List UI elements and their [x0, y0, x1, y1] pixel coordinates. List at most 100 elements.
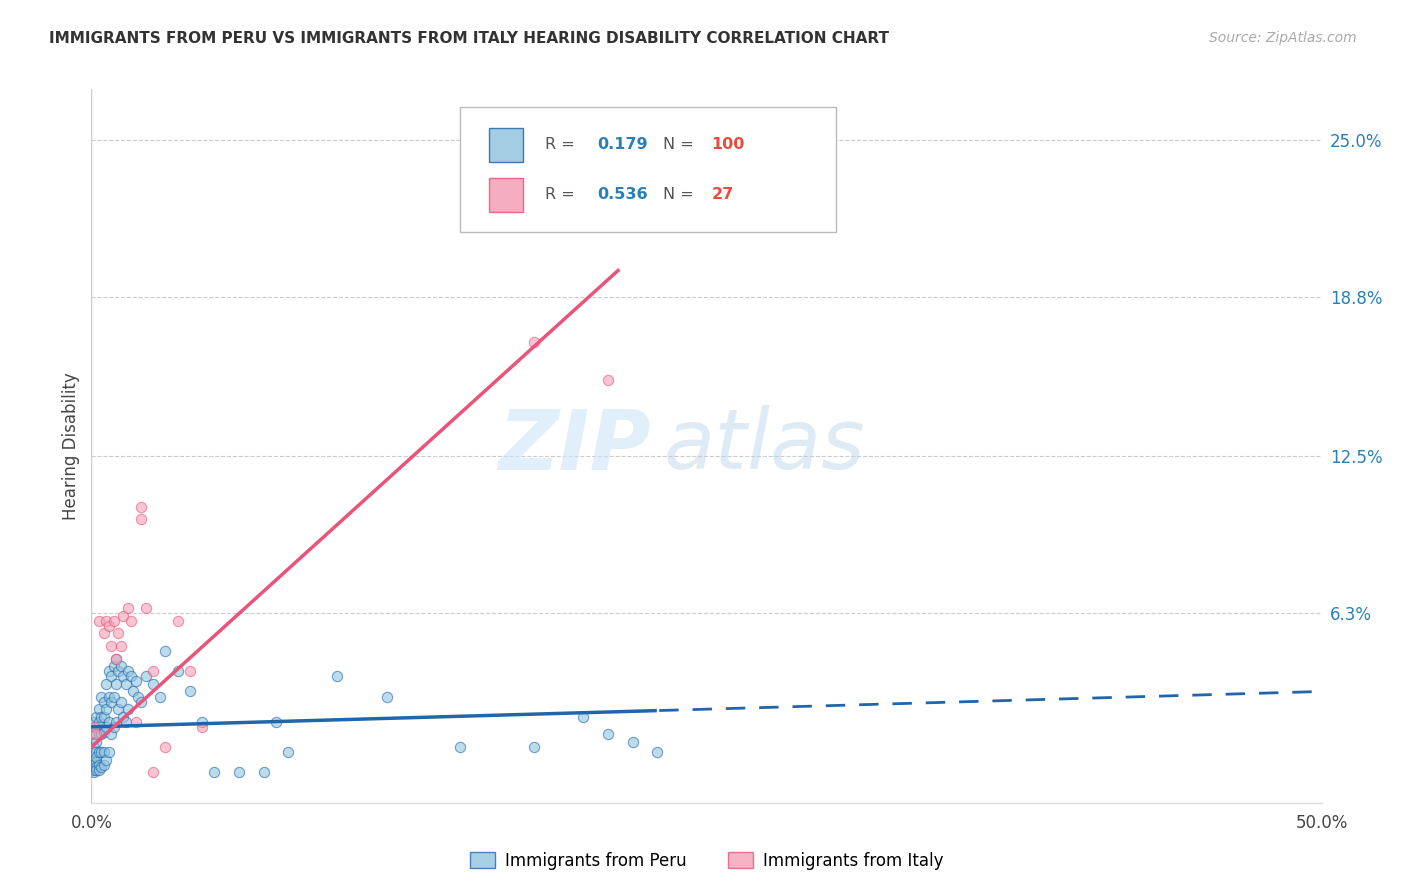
- Point: [449, 740, 471, 755]
- Point: [191, 714, 214, 729]
- Point: [572, 158, 595, 172]
- Point: [326, 669, 349, 683]
- Point: [114, 677, 138, 691]
- Bar: [489, 128, 523, 162]
- Point: [117, 702, 139, 716]
- Point: [107, 626, 129, 640]
- Point: [93, 626, 115, 640]
- Point: [87, 714, 110, 729]
- Point: [112, 669, 135, 683]
- Point: [86, 720, 108, 734]
- Point: [90, 745, 112, 759]
- Point: [96, 614, 117, 628]
- Point: [90, 760, 112, 774]
- Point: [191, 720, 214, 734]
- Point: [142, 664, 165, 678]
- Text: 100: 100: [711, 137, 745, 153]
- Point: [86, 763, 108, 777]
- Point: [110, 639, 132, 653]
- Text: 27: 27: [711, 187, 734, 202]
- Point: [572, 710, 595, 724]
- Point: [105, 714, 127, 729]
- Point: [93, 695, 115, 709]
- Point: [96, 702, 117, 716]
- Point: [375, 690, 398, 704]
- Point: [83, 740, 105, 755]
- Y-axis label: Hearing Disability: Hearing Disability: [62, 372, 80, 520]
- Point: [87, 727, 110, 741]
- Point: [83, 720, 105, 734]
- Text: N =: N =: [664, 187, 695, 202]
- Point: [90, 690, 112, 704]
- Point: [100, 727, 122, 741]
- Point: [90, 727, 112, 741]
- Point: [103, 690, 125, 704]
- Point: [129, 512, 152, 526]
- Point: [87, 745, 110, 759]
- Point: [621, 735, 644, 749]
- Point: [87, 702, 110, 716]
- Point: [120, 669, 142, 683]
- Point: [110, 695, 132, 709]
- Point: [179, 664, 201, 678]
- Point: [97, 618, 120, 632]
- Point: [83, 727, 105, 741]
- Text: atlas: atlas: [664, 406, 865, 486]
- Point: [596, 727, 619, 741]
- Text: IMMIGRANTS FROM PERU VS IMMIGRANTS FROM ITALY HEARING DISABILITY CORRELATION CHA: IMMIGRANTS FROM PERU VS IMMIGRANTS FROM …: [49, 31, 889, 46]
- Point: [97, 745, 120, 759]
- Point: [93, 745, 115, 759]
- Text: 0.536: 0.536: [598, 187, 648, 202]
- Point: [83, 753, 105, 767]
- Point: [90, 710, 112, 724]
- Point: [112, 608, 135, 623]
- Point: [86, 727, 108, 741]
- Point: [97, 714, 120, 729]
- Point: [86, 756, 108, 770]
- Point: [83, 760, 105, 774]
- Point: [149, 690, 172, 704]
- Point: [87, 614, 110, 628]
- Point: [523, 740, 546, 755]
- Point: [117, 601, 139, 615]
- Legend: Immigrants from Peru, Immigrants from Italy: Immigrants from Peru, Immigrants from It…: [463, 846, 950, 877]
- Point: [523, 335, 546, 350]
- Point: [124, 674, 146, 689]
- Point: [124, 714, 146, 729]
- Text: 0.179: 0.179: [598, 137, 648, 153]
- Text: ZIP: ZIP: [499, 406, 651, 486]
- Point: [93, 710, 115, 724]
- Point: [129, 695, 152, 709]
- Point: [153, 644, 177, 658]
- Text: Source: ZipAtlas.com: Source: ZipAtlas.com: [1209, 31, 1357, 45]
- Point: [264, 714, 287, 729]
- Point: [83, 714, 105, 729]
- Text: R =: R =: [546, 187, 575, 202]
- Point: [86, 760, 108, 774]
- Point: [142, 677, 165, 691]
- Point: [645, 745, 669, 759]
- Point: [122, 684, 145, 698]
- Point: [96, 677, 117, 691]
- Point: [83, 756, 105, 770]
- Point: [166, 664, 188, 678]
- Point: [83, 763, 105, 777]
- Point: [120, 614, 142, 628]
- Point: [114, 714, 138, 729]
- Point: [100, 639, 122, 653]
- Point: [93, 725, 115, 739]
- Point: [142, 765, 165, 780]
- Point: [86, 750, 108, 764]
- Point: [100, 695, 122, 709]
- Point: [127, 690, 149, 704]
- Point: [596, 373, 619, 387]
- Point: [112, 710, 135, 724]
- FancyBboxPatch shape: [460, 107, 835, 232]
- Point: [87, 763, 110, 777]
- Bar: [489, 178, 523, 212]
- Point: [105, 651, 127, 665]
- Point: [135, 669, 156, 683]
- Point: [153, 740, 177, 755]
- Point: [202, 765, 225, 780]
- Point: [253, 765, 276, 780]
